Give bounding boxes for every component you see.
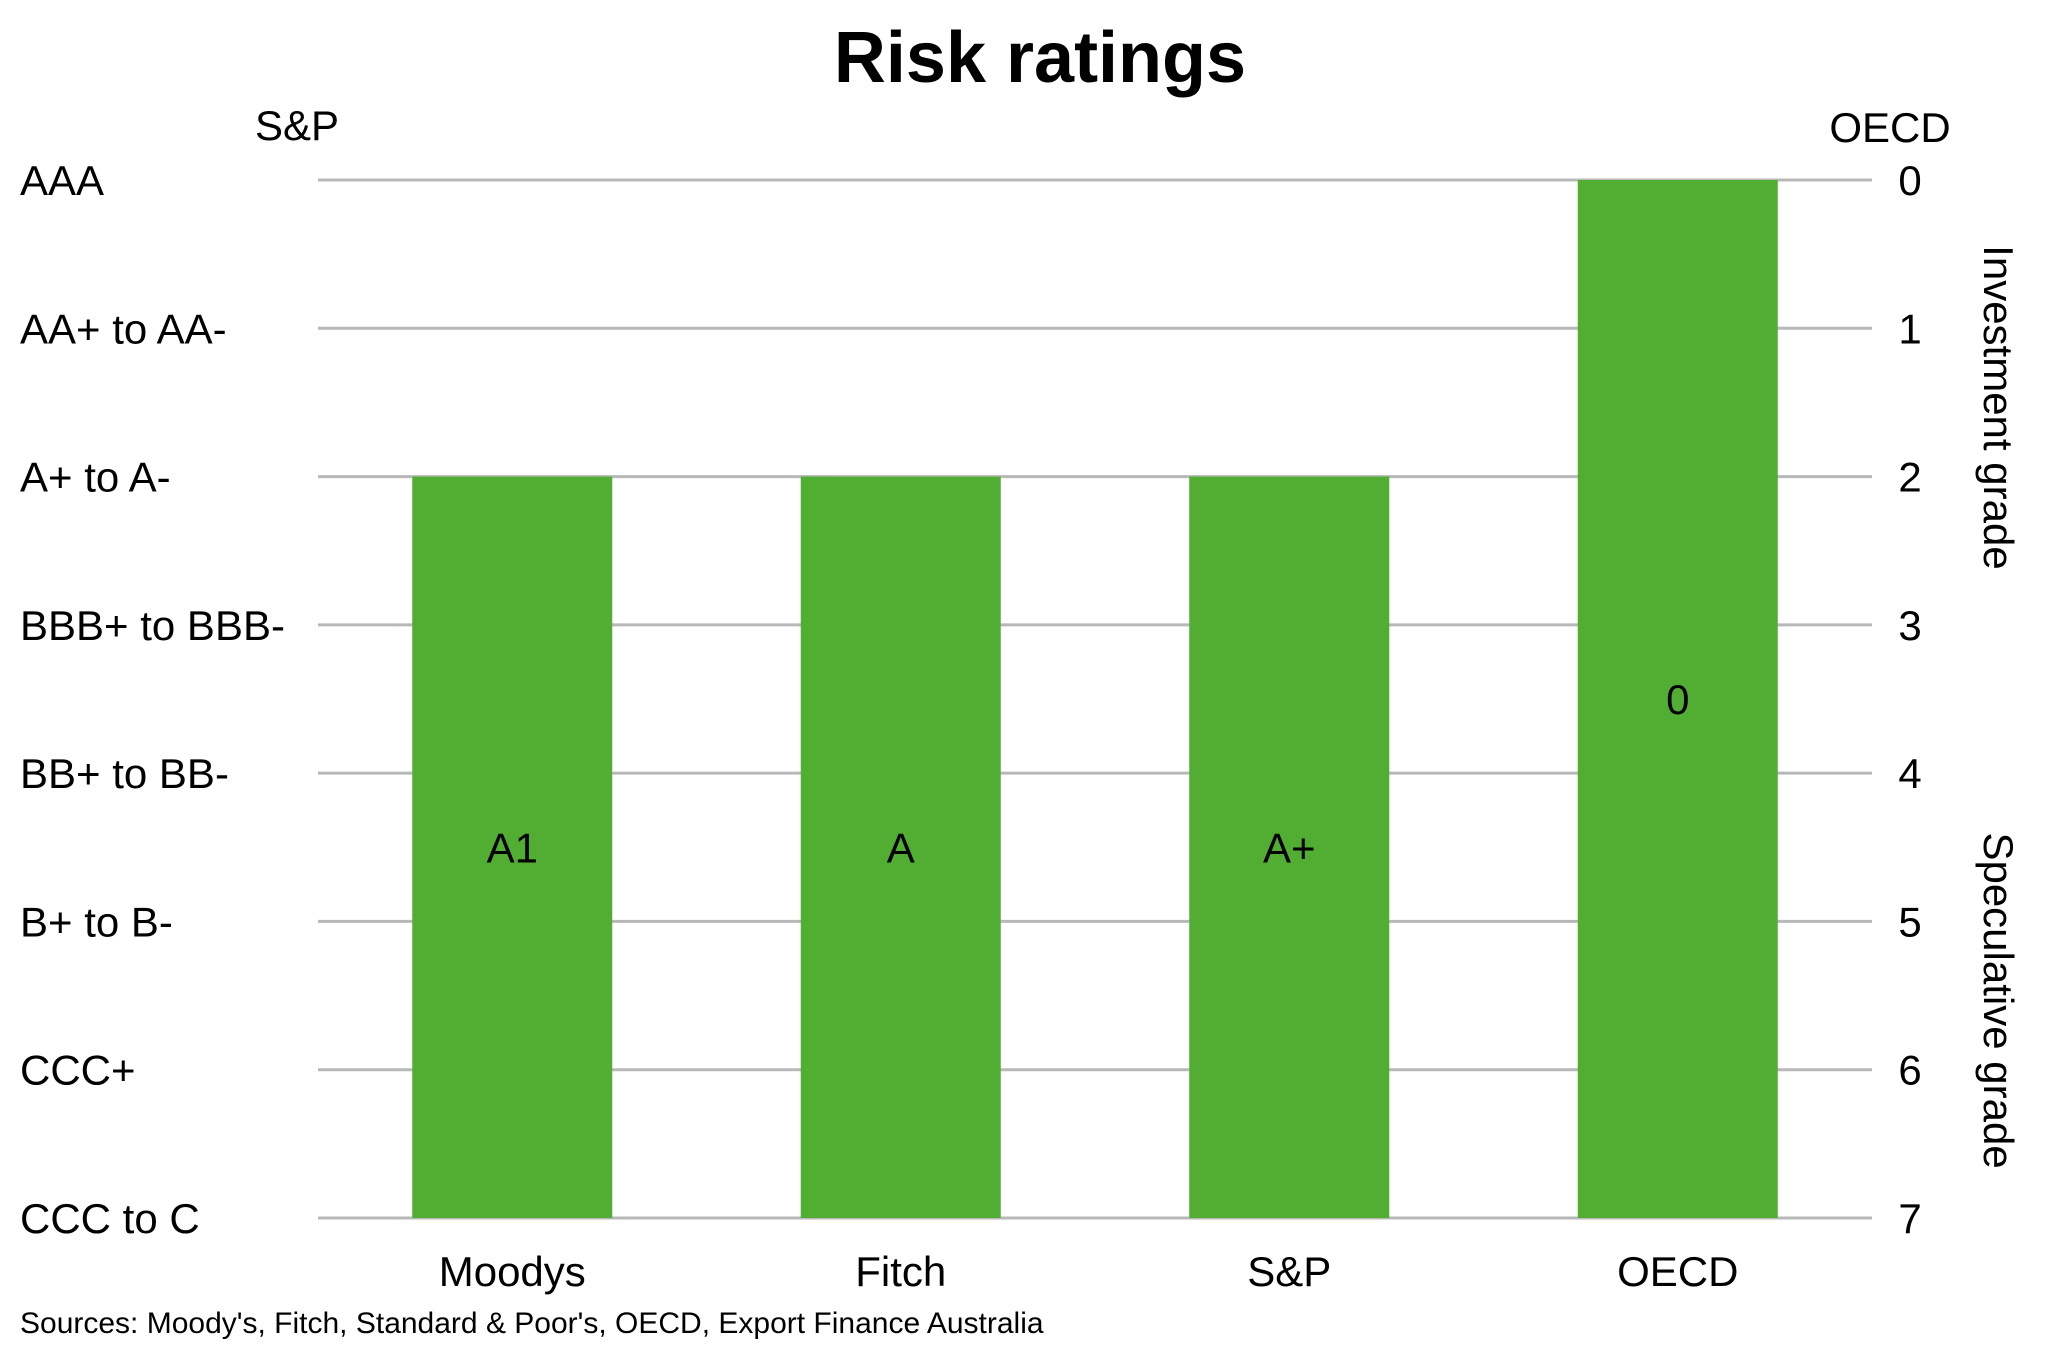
bar-data-label: A+ xyxy=(1263,824,1316,871)
left-tick-label: B+ to B- xyxy=(20,898,173,945)
source-note: Sources: Moody's, Fitch, Standard & Poor… xyxy=(20,1307,1044,1340)
left-tick-label: CCC to C xyxy=(20,1195,200,1242)
right-tick-label: 0 xyxy=(1898,157,1921,204)
left-tick-label: CCC+ xyxy=(20,1047,136,1094)
category-label: OECD xyxy=(1617,1248,1738,1295)
left-axis-title: S&P xyxy=(255,102,339,149)
bar xyxy=(412,476,613,1219)
chart-title: Risk ratings xyxy=(834,18,1246,98)
bar xyxy=(1189,476,1390,1219)
right-tick-label: 2 xyxy=(1898,454,1921,501)
left-tick-label: BB+ to BB- xyxy=(20,750,229,797)
left-tick-label: AAA xyxy=(20,157,104,204)
bar-data-label: A xyxy=(887,824,915,871)
left-tick-label: AA+ to AA- xyxy=(20,305,227,352)
grade-band-label: Speculative grade xyxy=(1975,832,2022,1168)
left-tick-label: BBB+ to BBB- xyxy=(20,602,285,649)
bar xyxy=(800,476,1001,1219)
category-label: Fitch xyxy=(855,1248,946,1295)
right-tick-label: 6 xyxy=(1898,1047,1921,1094)
right-tick-label: 5 xyxy=(1898,898,1921,945)
right-tick-label: 1 xyxy=(1898,305,1921,352)
bar-data-label: 0 xyxy=(1666,676,1689,723)
grade-band-label: Investment grade xyxy=(1975,245,2022,570)
left-tick-label: A+ to A- xyxy=(20,454,171,501)
category-label: Moodys xyxy=(439,1248,586,1295)
right-axis-title: OECD xyxy=(1829,104,1950,151)
right-tick-label: 3 xyxy=(1898,602,1921,649)
right-tick-label: 7 xyxy=(1898,1195,1921,1242)
bar-data-label: A1 xyxy=(487,824,538,871)
right-tick-label: 4 xyxy=(1898,750,1921,797)
category-label: S&P xyxy=(1247,1248,1331,1295)
bar xyxy=(1577,180,1778,1218)
